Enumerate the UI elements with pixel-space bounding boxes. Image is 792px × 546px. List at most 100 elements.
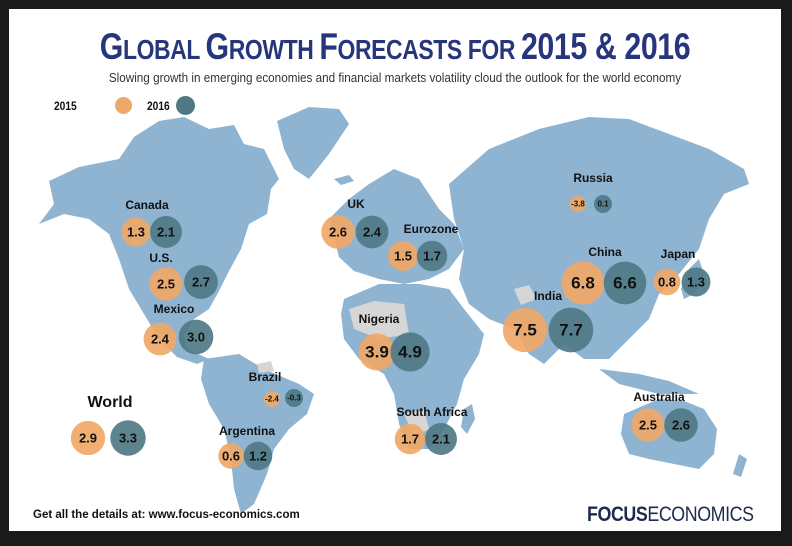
region-india: India 7.5 7.7 [502,289,594,353]
land-south-america [201,354,314,514]
bubble-value-2016: 0.1 [597,200,609,209]
region-label: Russia [573,171,613,185]
legend-label-2016: 2016 [147,99,170,113]
bubble-value-2016: 2.1 [157,225,175,240]
infographic: GLOBAL GROWTH FORECASTS FOR 2015 & 2016 … [9,9,781,531]
region-eurozone: Eurozone 1.5 1.7 [388,222,459,272]
bubble-2015 [121,217,151,247]
bubble-value-2015: 6.8 [571,274,595,293]
bubble-value-2016: 3.0 [187,330,205,345]
bubble-value-2015: 2.9 [79,431,97,446]
no-data-regions [257,285,537,437]
region-canada: Canada 1.3 2.1 [121,198,182,248]
bubble-value-2016: 1.2 [249,449,267,464]
bubble-2016 [425,423,457,455]
bubble-2015 [143,322,177,356]
bubble-value-2015: -3.8 [571,200,585,209]
bubble-value-2016: 1.7 [423,249,441,264]
bubble-2015 [149,267,183,301]
region-label: India [534,289,562,303]
land-greenland [277,107,349,179]
footer-link-text[interactable]: Get all the details at: www.focus-econom… [33,509,300,521]
bubble-value-2015: 0.6 [222,449,240,464]
page-title: GLOBAL GROWTH FORECASTS FOR 2015 & 2016 [99,26,691,67]
bubble-2016 [594,195,612,213]
bubble-value-2016: 1.3 [687,275,705,290]
bubble-value-2016: 2.7 [192,275,210,290]
bubble-2016 [664,408,698,442]
bubble-value-2015: 1.3 [127,225,145,240]
bubble-value-2015: 2.5 [639,418,657,433]
bubble-2015 [561,261,605,305]
bubble-2016 [416,240,448,272]
subtitle: Slowing growth in emerging economies and… [108,70,682,85]
bubble-value-2016: 3.3 [119,431,137,446]
region-nigeria: Nigeria 3.9 4.9 [358,312,430,372]
region-south-africa: South Africa 1.7 2.1 [394,405,468,455]
bubble-value-2016: 2.6 [672,418,690,433]
bubble-2015 [358,333,396,371]
land-no-data-southern-africa [404,409,429,437]
region-china: China 6.8 6.6 [561,245,647,305]
land-no-data-venezuela [257,361,274,373]
bubble-value-2015: 2.4 [151,332,170,347]
bubble-2016 [285,389,303,407]
bubble-value-2016: 6.6 [613,274,637,293]
bubble-value-2016: 2.1 [432,432,450,447]
bubble-2016 [390,332,430,372]
bubble-2016 [355,215,389,249]
bubble-2015 [218,443,244,469]
focus-economics-logo: FOCUSECONOMICS [587,503,754,526]
region-label: Canada [125,198,169,212]
land-asia [449,117,749,364]
bubble-2016 [184,265,218,299]
region-label: Eurozone [404,222,459,236]
region-russia: Russia -3.8 0.1 [570,171,613,213]
region-mexico: Mexico 2.4 3.0 [143,302,214,356]
bubble-2016 [178,319,214,355]
bubble-value-2015: 2.5 [157,277,175,292]
bubble-2015 [502,307,548,353]
region-label: South Africa [397,405,468,419]
region-label: World [87,394,132,411]
land-no-data-africa [349,301,409,339]
region-label: Nigeria [359,312,400,326]
bubble-value-2016: 7.7 [559,321,583,340]
bubble-value-2016: 2.4 [363,225,382,240]
region-label: Argentina [219,424,275,438]
legend-label-2015: 2015 [54,99,77,113]
region-u-s: U.S. 2.5 2.7 [149,251,218,301]
bubble-value-2015: 0.8 [658,275,676,290]
land-new-zealand [733,454,747,477]
region-argentina: Argentina 0.6 1.2 [218,424,275,471]
region-japan: Japan 0.8 1.3 [653,247,711,297]
bubble-2016 [110,420,146,456]
region-world: World 2.9 3.3 [70,394,146,456]
region-label: U.S. [149,251,172,265]
bubble-value-2015: 1.7 [401,432,419,447]
bubble-value-2016: 4.9 [398,343,422,362]
bubble-value-2015: -2.4 [265,395,279,404]
region-label: Japan [661,247,696,261]
land-indonesia [599,369,699,394]
bubble-value-2015: 3.9 [365,343,389,362]
bubble-2015 [264,391,280,407]
bubble-2016 [603,261,647,305]
land-madagascar [461,404,475,434]
region-label: Brazil [249,370,282,384]
bubble-value-2015: 1.5 [394,249,412,264]
region-label: UK [347,197,365,211]
region-label: Mexico [154,302,195,316]
bubble-value-2015: 2.6 [329,225,347,240]
bubble-2015 [70,420,106,456]
bubble-2016 [150,216,182,248]
region-label: Australia [633,390,685,404]
bubble-2015 [631,408,665,442]
bubble-value-2016: -0.3 [287,394,301,403]
bubble-2016 [243,441,273,471]
bubble-value-2015: 7.5 [513,321,537,340]
bubble-2016 [548,307,594,353]
region-australia: Australia 2.5 2.6 [631,390,698,442]
bubble-2015 [653,268,681,296]
